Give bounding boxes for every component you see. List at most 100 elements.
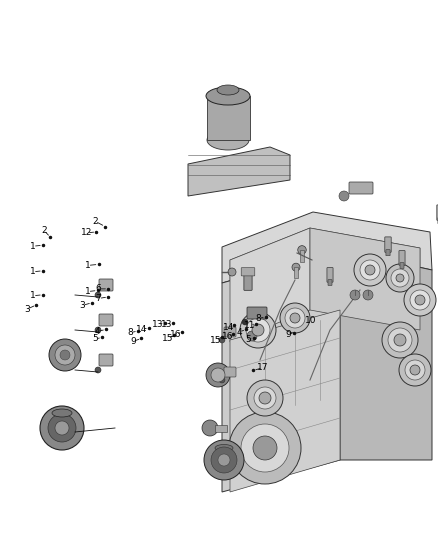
Circle shape	[391, 269, 409, 287]
Text: 4: 4	[95, 327, 100, 336]
Circle shape	[259, 392, 271, 404]
FancyBboxPatch shape	[99, 354, 113, 366]
Circle shape	[219, 377, 225, 383]
Text: 1: 1	[30, 292, 36, 300]
Polygon shape	[207, 96, 250, 140]
FancyBboxPatch shape	[328, 280, 332, 285]
Circle shape	[396, 274, 404, 282]
FancyBboxPatch shape	[241, 268, 255, 276]
Circle shape	[229, 412, 301, 484]
Text: 8: 8	[127, 328, 134, 337]
Circle shape	[360, 260, 380, 280]
Circle shape	[404, 284, 436, 316]
Text: 14: 14	[223, 323, 234, 332]
Circle shape	[252, 324, 264, 336]
Text: 7: 7	[95, 294, 102, 303]
Circle shape	[219, 337, 225, 343]
Polygon shape	[230, 228, 420, 280]
Polygon shape	[230, 228, 310, 342]
Circle shape	[350, 290, 360, 300]
Circle shape	[285, 308, 305, 328]
Text: 9: 9	[285, 330, 291, 339]
Text: 6: 6	[95, 285, 102, 293]
Ellipse shape	[217, 85, 239, 95]
Polygon shape	[222, 250, 340, 492]
Circle shape	[95, 367, 101, 373]
FancyBboxPatch shape	[244, 271, 252, 290]
Text: 5: 5	[92, 335, 99, 343]
Circle shape	[415, 295, 425, 305]
Circle shape	[55, 345, 75, 365]
Circle shape	[405, 360, 425, 380]
Text: 11: 11	[244, 321, 256, 329]
Text: 15: 15	[162, 334, 173, 343]
Circle shape	[60, 350, 70, 360]
Circle shape	[254, 387, 276, 409]
Circle shape	[382, 322, 418, 358]
FancyBboxPatch shape	[437, 205, 438, 220]
Polygon shape	[188, 147, 290, 196]
Circle shape	[211, 447, 237, 473]
Text: 13: 13	[161, 320, 172, 328]
Circle shape	[363, 290, 373, 300]
Text: 5: 5	[245, 335, 251, 344]
FancyBboxPatch shape	[99, 279, 113, 291]
Polygon shape	[230, 310, 340, 492]
Ellipse shape	[206, 87, 250, 105]
Circle shape	[241, 424, 289, 472]
Circle shape	[218, 454, 230, 466]
Circle shape	[202, 420, 218, 436]
Circle shape	[48, 414, 76, 442]
FancyBboxPatch shape	[247, 307, 267, 319]
Circle shape	[365, 265, 375, 275]
FancyBboxPatch shape	[224, 367, 236, 377]
Circle shape	[49, 339, 81, 371]
Circle shape	[247, 331, 257, 341]
Circle shape	[242, 319, 248, 325]
Text: 13: 13	[152, 320, 164, 328]
Circle shape	[298, 246, 306, 254]
FancyBboxPatch shape	[224, 327, 236, 337]
Ellipse shape	[207, 130, 249, 150]
Bar	[215, 425, 227, 432]
Text: 3: 3	[24, 305, 30, 313]
Polygon shape	[340, 250, 432, 460]
Text: 12: 12	[81, 229, 92, 237]
Circle shape	[399, 354, 431, 386]
FancyBboxPatch shape	[400, 263, 404, 269]
Circle shape	[240, 312, 276, 348]
Circle shape	[292, 263, 300, 271]
Polygon shape	[310, 228, 420, 330]
FancyBboxPatch shape	[399, 251, 405, 265]
Ellipse shape	[52, 409, 72, 417]
Bar	[294, 267, 297, 278]
Circle shape	[410, 290, 430, 310]
FancyBboxPatch shape	[385, 237, 391, 252]
Text: 16: 16	[170, 330, 182, 339]
Circle shape	[354, 254, 386, 286]
FancyBboxPatch shape	[99, 314, 113, 326]
Circle shape	[410, 365, 420, 375]
Text: 1: 1	[85, 287, 91, 296]
Circle shape	[290, 313, 300, 323]
Text: 4: 4	[237, 328, 242, 336]
FancyBboxPatch shape	[386, 249, 390, 256]
Text: 3: 3	[79, 301, 85, 310]
Circle shape	[211, 368, 225, 382]
FancyBboxPatch shape	[327, 268, 333, 282]
Circle shape	[95, 292, 101, 298]
Text: 10: 10	[305, 317, 317, 325]
Circle shape	[394, 334, 406, 346]
Circle shape	[246, 318, 270, 342]
Bar	[300, 250, 304, 262]
Circle shape	[204, 440, 244, 480]
Text: 14: 14	[136, 325, 147, 334]
Circle shape	[388, 328, 412, 352]
Circle shape	[40, 406, 84, 450]
Text: 2: 2	[92, 217, 98, 225]
Text: 2: 2	[41, 226, 46, 235]
Text: 1: 1	[30, 268, 36, 276]
Text: 1: 1	[85, 261, 91, 270]
Circle shape	[253, 436, 277, 460]
Text: 1: 1	[30, 242, 36, 251]
